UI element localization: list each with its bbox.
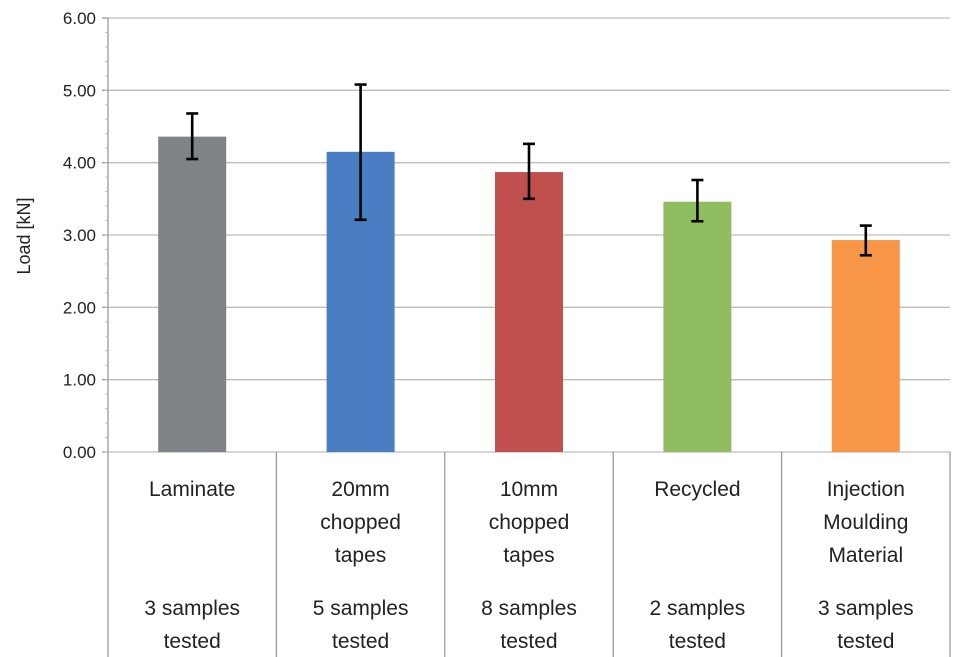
- bar: [663, 201, 732, 452]
- bar: [158, 136, 227, 453]
- category-label: Laminate: [149, 478, 235, 501]
- bars: [158, 136, 900, 453]
- sample-note: 8 samples: [481, 597, 577, 620]
- category-label: tapes: [335, 544, 386, 567]
- sample-note: tested: [164, 630, 221, 653]
- category-label: 20mm: [331, 478, 389, 501]
- sample-note: 3 samples: [818, 597, 914, 620]
- bar: [495, 172, 563, 452]
- y-tick-label: 1.00: [63, 371, 96, 390]
- category-label: 10mm: [500, 478, 558, 501]
- sample-note: 5 samples: [313, 597, 409, 620]
- category-label: chopped: [320, 511, 401, 534]
- sample-note: tested: [332, 630, 389, 653]
- y-tick-label: 4.00: [63, 154, 96, 173]
- sample-note: 3 samples: [144, 597, 240, 620]
- category-label: Injection: [827, 478, 905, 501]
- category-label: Moulding: [823, 511, 908, 534]
- error-bars: [186, 83, 872, 257]
- axes: [102, 17, 951, 657]
- sample-note: 2 samples: [650, 597, 746, 620]
- sample-note: tested: [500, 630, 557, 653]
- y-tick-label: 2.00: [63, 298, 96, 317]
- y-tick-label: 6.00: [63, 9, 96, 28]
- category-label: tapes: [503, 544, 554, 567]
- bar: [831, 240, 900, 452]
- category-label: Recycled: [654, 478, 740, 501]
- category-label: chopped: [489, 511, 570, 534]
- y-tick-label: 0.00: [63, 443, 96, 462]
- y-axis-label: Load [kN]: [14, 197, 34, 274]
- labels: 0.00 1.00 2.00 3.00 4.00 5.00 6.00 Laminate 3 sa…: [63, 9, 914, 653]
- category-label: Material: [828, 544, 903, 567]
- sample-note: tested: [669, 630, 726, 653]
- y-tick-label: 3.00: [63, 226, 96, 245]
- y-tick-label: 5.00: [63, 81, 96, 100]
- sample-note: tested: [837, 630, 894, 653]
